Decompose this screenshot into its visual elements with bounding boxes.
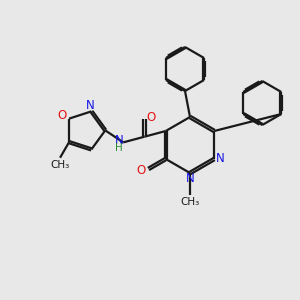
Text: H: H bbox=[116, 143, 123, 153]
Text: CH₃: CH₃ bbox=[180, 197, 200, 207]
Text: N: N bbox=[216, 152, 225, 166]
Text: O: O bbox=[137, 164, 146, 176]
Text: N: N bbox=[115, 134, 124, 147]
Text: O: O bbox=[57, 109, 67, 122]
Text: O: O bbox=[146, 111, 155, 124]
Text: N: N bbox=[86, 99, 95, 112]
Text: N: N bbox=[186, 172, 194, 185]
Text: CH₃: CH₃ bbox=[50, 160, 70, 170]
